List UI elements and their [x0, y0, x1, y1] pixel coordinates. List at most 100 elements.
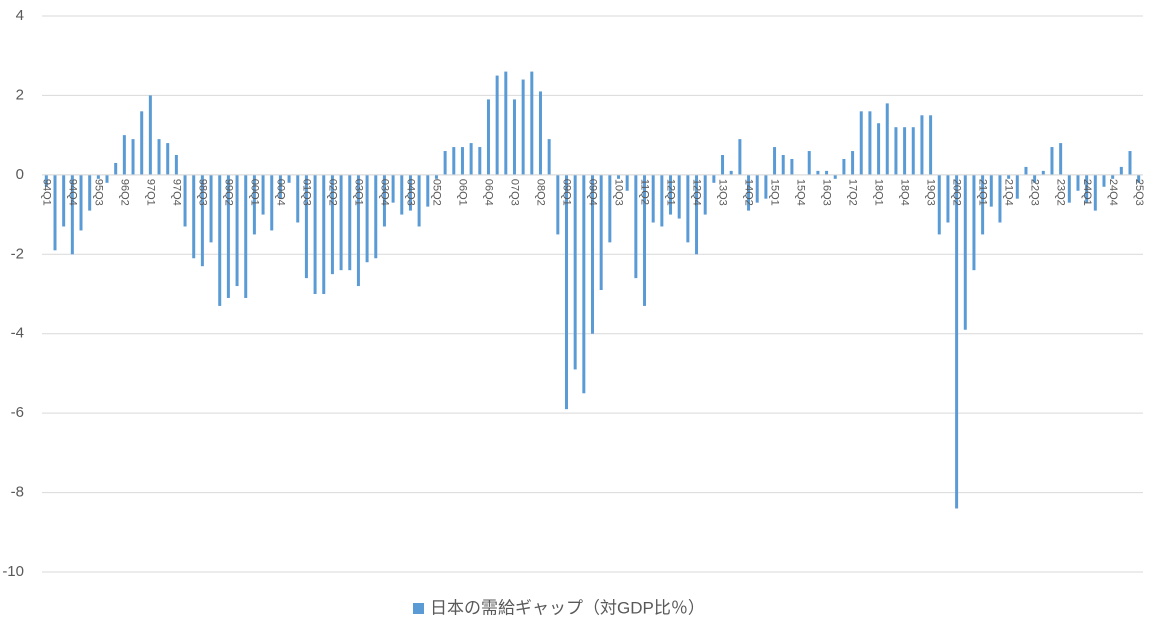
- bar: [53, 174, 57, 251]
- bar: [573, 174, 577, 370]
- bar: [252, 174, 256, 235]
- bar: [608, 174, 612, 243]
- bar: [755, 174, 759, 203]
- bar: [695, 174, 699, 255]
- bar: [591, 174, 594, 334]
- bar: [1041, 170, 1045, 175]
- bar: [781, 155, 785, 175]
- bar: [530, 71, 534, 175]
- bar: [70, 174, 74, 255]
- bar: [218, 174, 222, 306]
- bar: [443, 151, 447, 175]
- x-tick-label: 21Q1: [977, 179, 989, 206]
- bar: [903, 127, 907, 175]
- bar: [122, 135, 126, 175]
- bar: [894, 127, 898, 175]
- x-tick-label: 02Q2: [327, 179, 339, 206]
- bar: [157, 139, 161, 175]
- bar: [512, 99, 516, 175]
- legend-swatch: [413, 603, 424, 614]
- x-tick-label: 23Q2: [1055, 179, 1067, 206]
- x-tick-label: 24Q4: [1107, 179, 1119, 206]
- bar: [114, 162, 118, 175]
- x-tick-label: 94Q4: [66, 179, 78, 206]
- bar: [1067, 174, 1071, 203]
- bar: [400, 174, 404, 215]
- x-tick-label: 97Q1: [144, 179, 156, 206]
- bar: [998, 174, 1002, 223]
- bar: [1128, 151, 1132, 175]
- y-tick-label: -10: [2, 563, 24, 580]
- bar: [669, 174, 673, 215]
- bar: [643, 174, 647, 306]
- bar: [1102, 174, 1106, 187]
- x-tick-label: 12Q1: [665, 179, 677, 206]
- y-tick-label: -6: [11, 404, 24, 421]
- y-tick-label: -2: [11, 245, 24, 262]
- bar: [721, 155, 725, 175]
- bar: [599, 174, 603, 291]
- bar: [1015, 174, 1019, 199]
- bar: [677, 174, 681, 219]
- bar: [356, 174, 360, 287]
- bar: [547, 139, 551, 175]
- bar: [825, 170, 829, 175]
- x-tick-label: 11Q2: [639, 179, 651, 205]
- bar: [460, 147, 464, 175]
- bar: [660, 174, 664, 227]
- bar: [469, 143, 473, 175]
- bar: [174, 155, 178, 175]
- bar: [374, 174, 378, 259]
- bar: [582, 174, 586, 394]
- bar: [408, 174, 412, 211]
- bar: [365, 174, 369, 263]
- bar: [634, 174, 638, 279]
- x-tick-label: 07Q3: [509, 179, 521, 206]
- y-tick-label: 2: [16, 86, 24, 103]
- bar: [816, 170, 820, 175]
- x-tick-label: 01Q3: [301, 179, 313, 206]
- bar: [521, 79, 525, 175]
- bar: [166, 143, 170, 175]
- x-tick-label: 18Q4: [899, 179, 911, 206]
- x-tick-label: 13Q3: [717, 179, 729, 206]
- bar: [226, 174, 230, 298]
- bar: [322, 174, 326, 294]
- bar: [235, 174, 239, 287]
- x-tick-label: 14Q2: [743, 179, 755, 206]
- bar: [1111, 174, 1115, 179]
- bar: [651, 174, 655, 223]
- bar: [1059, 143, 1063, 175]
- bar: [920, 115, 924, 175]
- bar: [183, 174, 187, 227]
- bar: [885, 103, 889, 175]
- bar: [486, 99, 490, 175]
- bar: [434, 174, 438, 179]
- bar: [382, 174, 386, 227]
- bar: [1085, 174, 1089, 203]
- bar: [790, 158, 794, 175]
- x-tick-label: 00Q4: [274, 179, 286, 206]
- bar: [287, 174, 291, 183]
- bar: [304, 174, 308, 279]
- bar: [452, 147, 456, 175]
- x-tick-label: 15Q4: [795, 179, 807, 206]
- x-tick-label: 09Q1: [561, 179, 573, 206]
- bar: [729, 170, 733, 175]
- bar: [140, 111, 144, 175]
- bar: [504, 71, 508, 175]
- bar: [963, 174, 967, 330]
- x-tick-label: 03Q1: [353, 179, 365, 206]
- bar: [686, 174, 690, 243]
- x-tick-label: 06Q4: [483, 179, 495, 206]
- bar: [868, 111, 872, 175]
- x-tick-label: 17Q2: [847, 179, 859, 206]
- x-tick-label: 95Q3: [92, 179, 104, 206]
- bar: [929, 115, 933, 175]
- bar: [261, 174, 265, 215]
- bar: [417, 174, 421, 227]
- bar: [131, 139, 135, 175]
- bar: [989, 174, 993, 207]
- bar: [738, 139, 742, 175]
- y-tick-label: -4: [11, 325, 24, 342]
